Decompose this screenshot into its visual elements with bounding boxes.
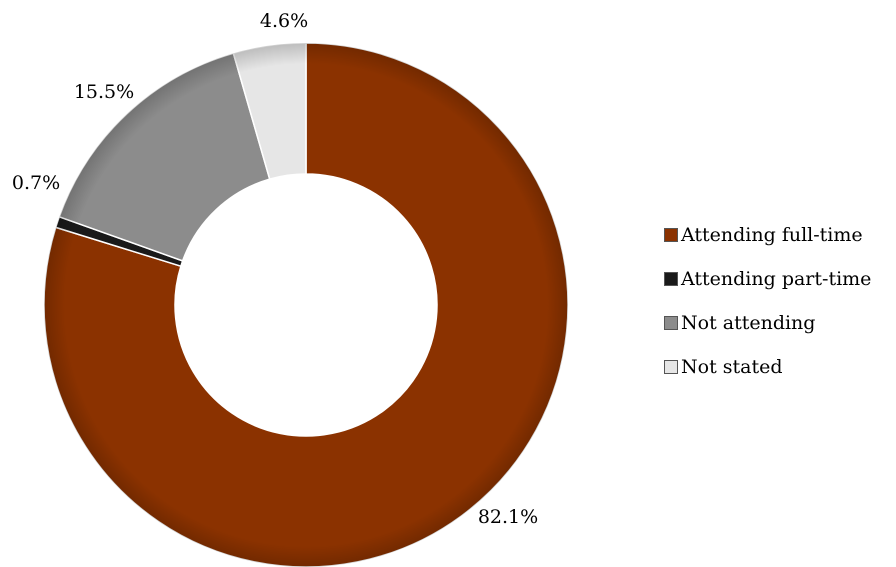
legend-item-not-attending: Not attending: [664, 312, 871, 334]
legend-item-attending-full-time: Attending full-time: [664, 224, 871, 246]
legend-label-attending-part-time: Attending part-time: [681, 268, 872, 290]
legend-swatch-attending-full-time: [664, 228, 678, 242]
data-label-attending-full-time: 82.1%: [478, 506, 538, 528]
legend-label-not-attending: Not attending: [681, 312, 816, 334]
legend-swatch-not-stated: [664, 360, 678, 374]
data-label-not-attending: 15.5%: [74, 81, 134, 103]
legend-swatch-attending-part-time: [664, 272, 678, 286]
data-label-not-stated: 4.6%: [260, 10, 308, 32]
chart-legend: Attending full-time Attending part-time …: [664, 224, 871, 400]
legend-label-attending-full-time: Attending full-time: [681, 224, 863, 246]
legend-label-not-stated: Not stated: [681, 356, 783, 378]
legend-swatch-not-attending: [664, 316, 678, 330]
legend-item-attending-part-time: Attending part-time: [664, 268, 871, 290]
data-label-attending-part-time: 0.7%: [12, 172, 60, 194]
legend-item-not-stated: Not stated: [664, 356, 871, 378]
